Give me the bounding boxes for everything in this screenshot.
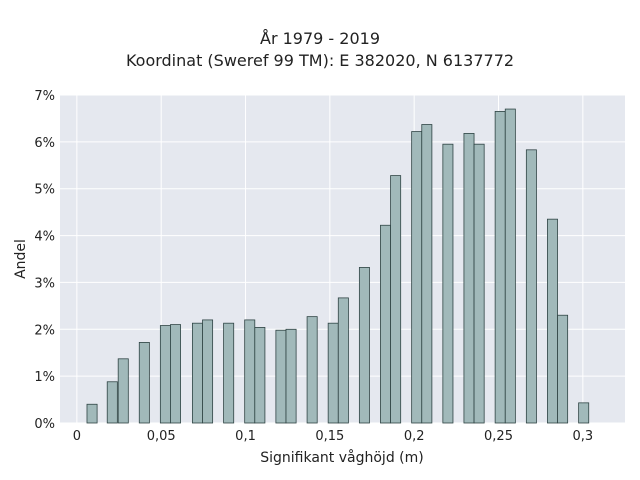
y-tick-label: 6% [34,136,55,151]
y-tick-label: 1% [34,370,55,385]
histogram-bar [421,124,433,424]
histogram-bar [337,297,349,424]
histogram-bar [138,342,150,424]
histogram-bar [106,381,118,424]
y-tick-label: 7% [34,89,55,104]
histogram-bar [547,218,558,424]
histogram-bar [390,175,402,424]
y-axis-ticks: 0% 1% 2% 3% 4% 5% 6% 7% [34,89,55,432]
histogram-bar [86,403,98,424]
x-axis-ticks: 0 0,05 0,1 0,15 0,2 0,25 0,3 [73,429,593,444]
y-tick-label: 4% [34,230,55,245]
x-axis-label: Signifikant våghöjd (m) [260,449,423,466]
histogram-bar [202,319,214,424]
x-tick-label: 0,3 [572,429,593,444]
histogram-bar [117,358,129,424]
histogram-bar [463,133,475,424]
y-tick-label: 5% [34,183,55,198]
histogram-bar [244,319,256,424]
histogram-bar [254,327,266,424]
x-tick-label: 0,15 [315,429,344,444]
histogram-bar [525,149,537,424]
histogram-bar [191,322,203,424]
x-tick-label: 0,05 [147,429,176,444]
histogram-bar [380,224,391,424]
histogram-bar [411,131,423,424]
x-tick-label: 0,1 [235,429,256,444]
histogram-bar [223,322,235,424]
y-tick-label: 0% [34,417,55,432]
histogram-bar [358,267,370,424]
x-tick-label: 0,25 [484,429,513,444]
histogram-bar [327,322,339,424]
histogram-bar [285,328,297,424]
histogram-bar [159,325,171,424]
chart-title: År 1979 - 2019 [260,29,380,48]
histogram-bar [306,316,318,424]
bars [86,108,590,424]
histogram-bar [275,329,287,424]
y-tick-label: 2% [34,323,55,338]
histogram-bar [504,108,516,424]
y-tick-label: 3% [34,276,55,291]
x-tick-label: 0 [73,429,81,444]
histogram-bar [442,143,454,424]
histogram-bar [578,402,590,424]
y-axis-label: Andel [13,239,29,279]
histogram-bar [494,111,506,424]
x-tick-label: 0,2 [404,429,425,444]
histogram-bar [170,324,181,424]
histogram-bar [557,314,569,424]
chart-subtitle: Koordinat (Sweref 99 TM): E 382020, N 61… [125,51,515,70]
histogram-bar [473,143,485,424]
